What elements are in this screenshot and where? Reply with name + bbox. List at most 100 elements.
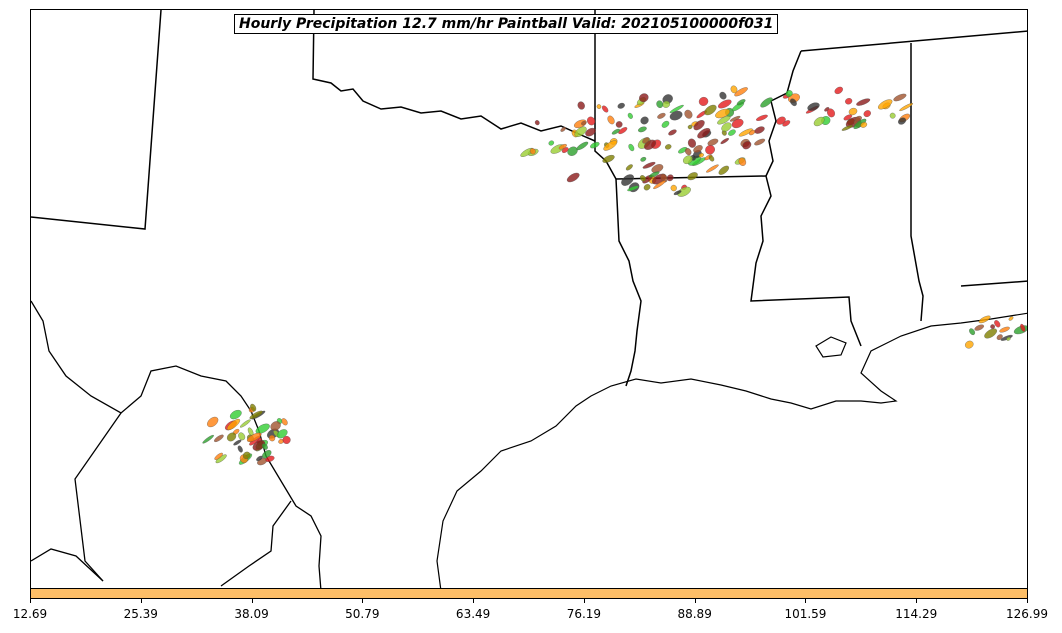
paintball-blob	[760, 97, 773, 108]
paintball-blob	[601, 105, 609, 113]
paintball-blob	[603, 140, 618, 151]
paintball-blob	[969, 328, 976, 336]
border-mississippi-river	[750, 50, 862, 347]
paintball-blob	[813, 116, 825, 127]
paintball-blob	[841, 124, 854, 131]
paintball-blob	[615, 121, 623, 128]
paintball-blob	[843, 114, 853, 121]
paintball-blob	[682, 155, 693, 165]
paintball-blob	[974, 324, 985, 331]
paintball-blob	[978, 315, 991, 324]
colorbar-tick-mark	[251, 599, 253, 603]
paintball-blob	[560, 126, 566, 132]
colorbar-tick-mark	[362, 599, 364, 603]
paintball-blob	[660, 173, 668, 183]
colorbar-tick-mark	[473, 599, 475, 603]
paintball-blob	[785, 90, 793, 97]
paintball-blob	[282, 436, 291, 444]
coastline	[436, 312, 1027, 592]
paintball-blob	[721, 122, 732, 132]
paintball-blob	[718, 165, 730, 175]
paintball-blob	[720, 138, 730, 145]
paintball-blob	[706, 164, 719, 173]
colorbar-tick-label: 76.19	[566, 607, 602, 621]
paintball-blob	[529, 148, 536, 155]
paintball-blob	[1008, 316, 1014, 321]
paintball-blob	[648, 171, 660, 178]
paintball-blob	[668, 129, 677, 136]
paintball-blob	[621, 174, 634, 186]
colorbar-tick-label: 50.79	[345, 607, 380, 621]
paintball-blob	[255, 423, 270, 434]
paintball-blob	[1006, 337, 1011, 341]
paintball-blob	[261, 443, 268, 450]
border-tx-la	[615, 178, 642, 387]
paintball-blob	[856, 98, 871, 106]
paintball-blob	[281, 418, 288, 426]
paintball-blob	[242, 451, 251, 460]
paintball-blob	[642, 137, 650, 144]
paintball-blob	[860, 122, 868, 128]
paintball-blob	[670, 184, 677, 192]
paintball-blob	[708, 155, 715, 162]
paintball-blob	[807, 102, 820, 111]
border-ms-al	[910, 43, 924, 322]
paintball-blob	[756, 114, 768, 121]
border-texas-panhandle-west	[31, 10, 162, 230]
colorbar-tick-mark	[805, 599, 807, 603]
paintball-blob	[639, 175, 646, 182]
paintball-blob	[226, 432, 237, 442]
paintball-blob	[754, 126, 765, 134]
paintball-blob	[738, 128, 753, 137]
paintball-blob	[643, 184, 651, 191]
paintball-blob	[534, 120, 540, 126]
border-ok-ar	[594, 10, 617, 180]
paintball-blob	[776, 116, 786, 125]
paintball-blob	[226, 418, 241, 431]
colorbar-tick-label: 101.59	[784, 607, 827, 621]
paintball-blob	[640, 156, 647, 162]
paintball-blob	[602, 154, 615, 163]
paintball-blob	[717, 115, 731, 125]
paintball-blob	[827, 108, 835, 118]
paintball-blob	[596, 104, 602, 109]
paintball-blob	[665, 144, 672, 150]
paintball-blob	[687, 138, 696, 148]
paintball-blob	[249, 410, 263, 420]
paintball-blob	[693, 120, 705, 131]
paintball-blob	[577, 101, 585, 110]
colorbar-tick-mark	[916, 599, 918, 603]
paintball-blob	[576, 141, 589, 151]
paintball-blob	[705, 145, 715, 155]
paintball-blob	[265, 455, 275, 463]
paintball-blob	[628, 143, 635, 152]
paintball-blob	[996, 334, 1003, 340]
paintball-blob	[252, 440, 266, 451]
paintball-blob	[697, 128, 711, 139]
paintball-blob	[237, 445, 243, 453]
paintball-blob	[661, 120, 670, 128]
paintball-blob	[687, 172, 698, 181]
colorbar-tick-label: 63.49	[455, 607, 491, 621]
paintball-blob	[618, 127, 628, 135]
paintball-blob	[899, 103, 914, 112]
colorbar-tick-label: 126.99	[1006, 607, 1048, 621]
border-mexico-states-2	[31, 548, 104, 582]
paintball-blob	[581, 120, 587, 126]
colorbar	[30, 588, 1028, 599]
paintball-blob	[240, 419, 251, 428]
paintball-blob	[669, 104, 684, 114]
paintball-blob	[642, 161, 656, 169]
paintball-blob	[656, 100, 664, 108]
colorbar-tick-mark	[583, 599, 585, 603]
paintball-blob	[673, 190, 682, 196]
paintball-blob	[246, 432, 262, 442]
border-mexico-states-3	[220, 500, 292, 587]
paintball-blob	[558, 143, 567, 150]
paintball-blob	[834, 86, 843, 95]
paintball-blob	[567, 146, 578, 156]
state-borders	[31, 10, 1027, 387]
coast-gulf	[436, 312, 1027, 592]
paintball-blob	[607, 115, 615, 125]
colorbar-tick-label: 114.29	[895, 607, 938, 621]
